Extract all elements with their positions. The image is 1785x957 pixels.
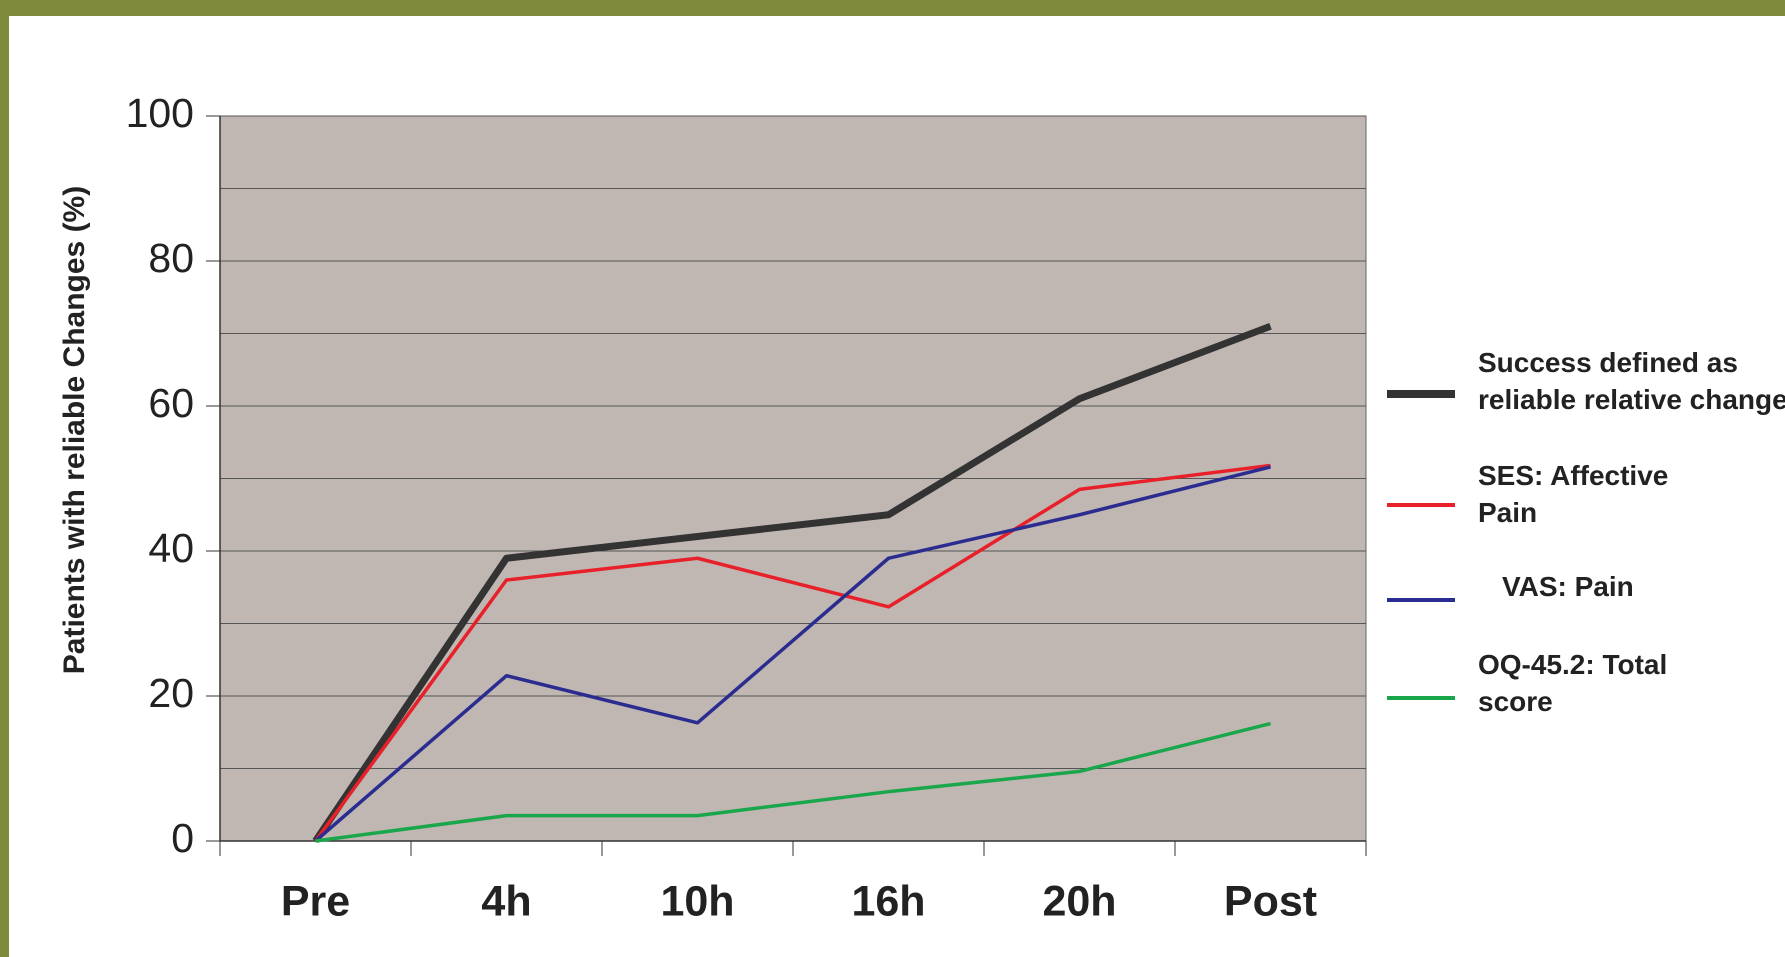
- y-tick-label: 20: [148, 670, 194, 716]
- y-tick-label: 100: [126, 90, 194, 136]
- x-tick-label: Post: [1224, 877, 1317, 925]
- y-axis-label: Patients with reliable Changes (%): [58, 185, 91, 675]
- series-line: [314, 463, 1271, 843]
- frame: 0 20 40 60 80 100 Pre 4h 10h 16h 20h Post Patients …: [9, 16, 1785, 957]
- legend-label: OQ-45.2: Total score: [1478, 649, 1668, 717]
- y-tick-label: 60: [148, 380, 194, 426]
- legend-label: Success defined as reliable relative cha…: [1478, 347, 1785, 415]
- legend-label: SES: Affective Pain: [1478, 460, 1669, 528]
- series-line: [314, 465, 1271, 843]
- x-tick-label: 16h: [851, 877, 925, 925]
- series-line: [312, 322, 1272, 843]
- y-tick-label: 80: [148, 235, 194, 281]
- series-line: [315, 721, 1271, 843]
- x-tick-label: 4h: [481, 877, 531, 925]
- x-tick-label: Pre: [281, 877, 350, 925]
- legend-label: VAS: Pain: [1502, 571, 1634, 602]
- x-tick-label: 20h: [1042, 877, 1116, 925]
- chart: 0 20 40 60 80 100 Pre 4h 10h 16h 20h Post: [126, 90, 1455, 925]
- x-tick-label: 10h: [660, 877, 734, 925]
- y-tick-label: 0: [171, 815, 194, 861]
- y-tick-label: 40: [148, 525, 194, 571]
